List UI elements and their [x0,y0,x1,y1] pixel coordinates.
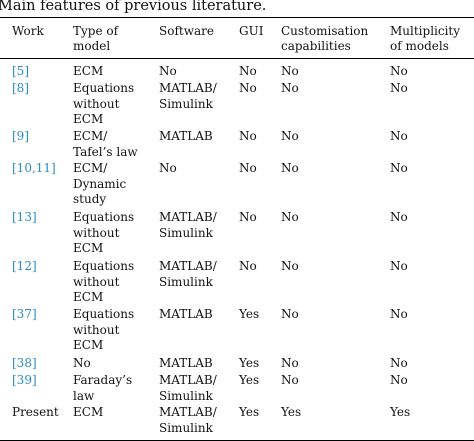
header-model-line-2: model [73,39,111,53]
software-cell: MATLAB/ [159,259,217,273]
model-cell: Equations [73,259,135,273]
customisation-cell: No [281,373,299,387]
multiplicity-cell: No [390,259,408,273]
header-work: Work [12,24,44,38]
header-multi-line-1: Multiplicity [390,24,461,38]
software-cell: Simulink [159,388,213,403]
model-cell: ECM/ [73,161,108,175]
reference-link[interactable]: [38] [12,356,37,370]
customisation-cell: No [281,210,299,224]
gui-cell: No [239,259,257,273]
gui-cell: No [239,161,257,175]
model-cell: Tafel’s law [73,144,138,159]
reference-link[interactable]: [8] [12,81,29,95]
software-cell: Simulink [159,225,213,240]
model-cell: ECM [73,112,104,126]
model-cell: Equations [73,307,135,321]
software-cell: Simulink [159,96,213,111]
software-cell: No [159,161,177,175]
software-cell: Simulink [159,420,213,435]
header-custom-line-1: Customisation [281,24,369,38]
multiplicity-cell: Yes [390,405,411,419]
customisation-cell: Yes [281,405,302,419]
header-software: Software [159,24,214,38]
model-cell: Equations [73,210,135,224]
customisation-cell: No [281,129,299,143]
header-model-line-1: Type of [73,24,119,38]
multiplicity-cell: No [390,356,408,370]
model-cell: without [73,96,120,111]
multiplicity-cell: No [390,307,408,321]
multiplicity-cell: No [390,373,408,387]
gui-cell: No [239,129,257,143]
software-cell: MATLAB/ [159,405,217,419]
multiplicity-cell: No [390,81,408,95]
multiplicity-cell: No [390,161,408,175]
model-cell: Equations [73,81,135,95]
model-cell: No [73,356,91,370]
reference-link[interactable]: [39] [12,373,37,387]
customisation-cell: No [281,259,299,273]
customisation-cell: No [281,161,299,175]
table-caption: Main features of previous literature. [0,0,267,14]
multiplicity-cell: No [390,210,408,224]
gui-cell: Yes [239,356,260,370]
model-cell: ECM [73,405,104,419]
software-cell: Simulink [159,274,213,289]
top-rule [0,17,474,18]
work-cell: Present [12,405,59,419]
model-cell: without [73,322,120,337]
gui-cell: No [239,64,257,78]
header-multi-line-2: of models [390,39,449,53]
customisation-cell: No [281,307,299,321]
model-cell: ECM [73,290,104,304]
multiplicity-cell: No [390,129,408,143]
model-cell: law [73,388,95,403]
model-cell: Dynamic [73,176,127,191]
gui-cell: Yes [239,307,260,321]
reference-link[interactable]: [10,11] [12,161,56,175]
gui-cell: Yes [239,405,260,419]
model-cell: study [73,192,107,206]
software-cell: MATLAB/ [159,210,217,224]
header-gui: GUI [239,24,264,38]
reference-link[interactable]: [5] [12,64,29,78]
software-cell: MATLAB/ [159,373,217,387]
gui-cell: No [239,81,257,95]
header-custom-line-2: capabilities [281,39,351,53]
model-cell: ECM [73,338,104,352]
model-cell: ECM/ [73,129,108,143]
multiplicity-cell: No [390,64,408,78]
reference-link[interactable]: [13] [12,210,37,224]
model-cell: ECM [73,64,104,78]
software-cell: MATLAB/ [159,81,217,95]
reference-link[interactable]: [37] [12,307,37,321]
software-cell: No [159,64,177,78]
model-cell: Faraday’s [73,373,133,387]
gui-cell: Yes [239,373,260,387]
model-cell: without [73,225,120,240]
software-cell: MATLAB [159,307,213,321]
customisation-cell: No [281,64,299,78]
gui-cell: No [239,210,257,224]
customisation-cell: No [281,81,299,95]
customisation-cell: No [281,356,299,370]
software-cell: MATLAB [159,356,213,370]
model-cell: without [73,274,120,289]
model-cell: ECM [73,241,104,255]
header-rule [0,58,474,59]
software-cell: MATLAB [159,129,213,143]
reference-link[interactable]: [12] [12,259,37,273]
reference-link[interactable]: [9] [12,129,29,143]
